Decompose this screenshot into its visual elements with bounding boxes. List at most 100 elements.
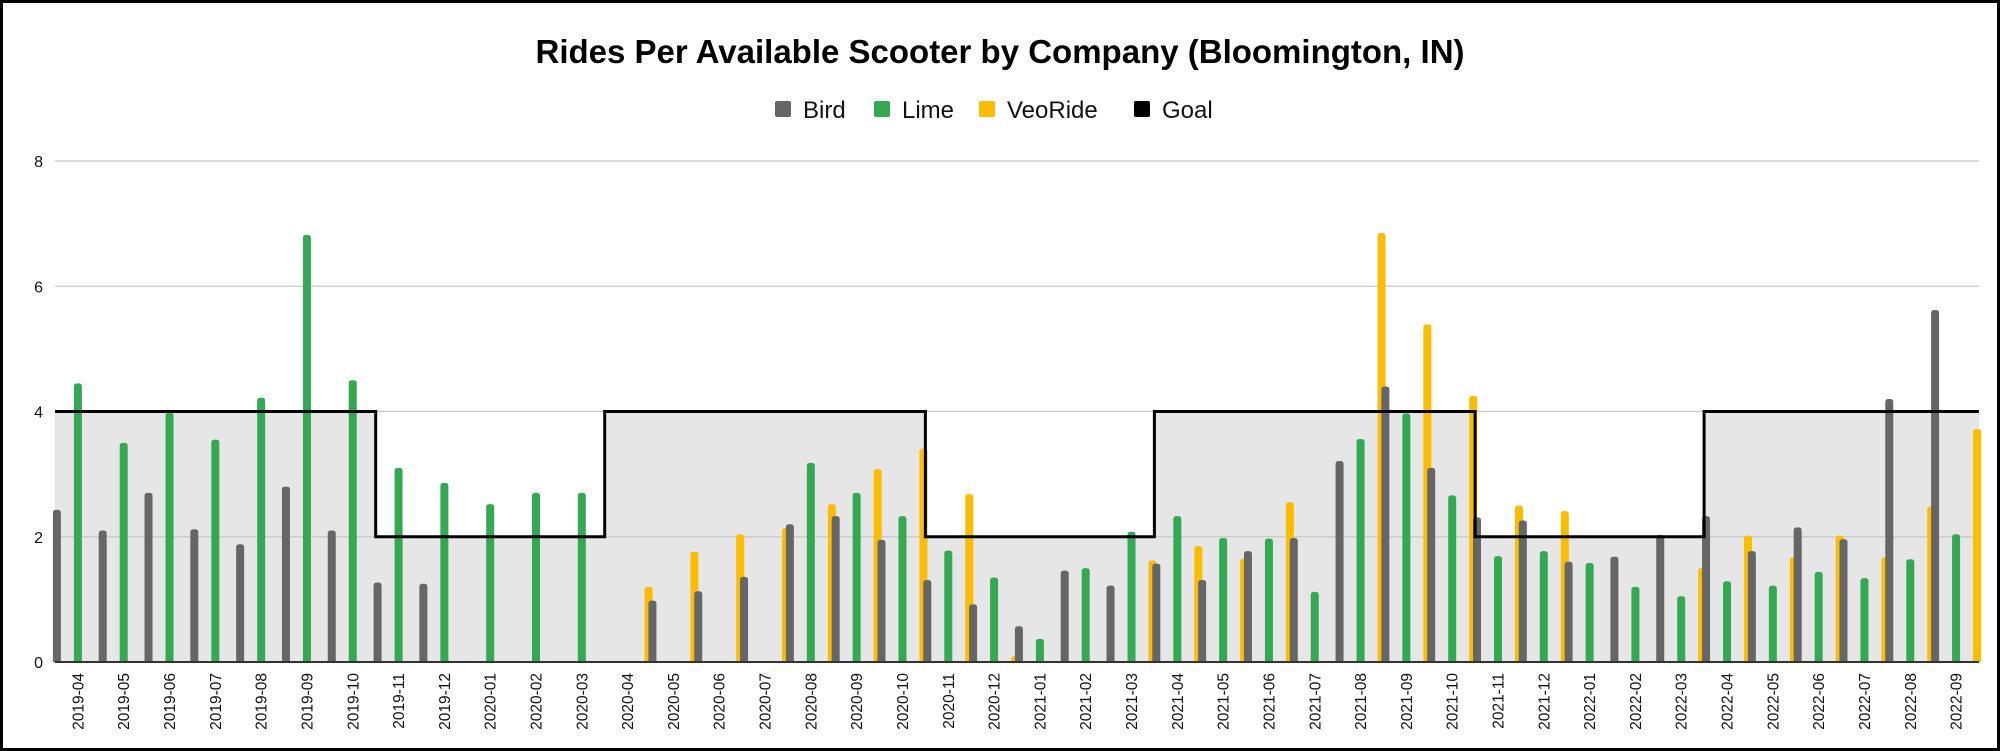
x-tick-label: 2022-08	[1903, 673, 1920, 730]
bar-lime-2020-09	[852, 492, 861, 662]
bar-lime-2021-11	[1494, 556, 1502, 662]
bar-bird-2020-12	[969, 604, 978, 662]
bar-lime-2022-09	[1952, 534, 1961, 662]
bar-lime-2020-01	[486, 504, 495, 662]
bar-bird-2021-07	[1289, 538, 1298, 662]
x-tick-label: 2021-02	[1078, 673, 1095, 730]
bar-bird-2020-10	[877, 539, 886, 662]
legend-label-veoride: VeoRide	[1007, 97, 1098, 124]
bar-bird-2019-09	[281, 486, 290, 662]
x-tick-label: 2020-09	[849, 673, 866, 730]
bar-bird-2019-08	[236, 544, 245, 662]
bar-bird-2022-01	[1564, 561, 1573, 662]
legend: Bird Lime VeoRide Goal	[775, 97, 1213, 124]
legend-swatch-veoride	[979, 101, 995, 117]
bar-chart: Rides Per Available Scooter by Company (…	[34, 33, 1982, 730]
x-tick-label: 2019-07	[208, 673, 225, 730]
bar-bird-2021-11	[1473, 517, 1481, 662]
bar-bird-2022-04	[1702, 516, 1711, 662]
x-tick-label: 2019-11	[391, 673, 408, 729]
bar-lime-2021-05	[1219, 538, 1228, 662]
bar-bird-2020-09	[831, 516, 840, 662]
goal-line-layer	[55, 410, 1979, 539]
bar-veoride-2022-09	[1973, 429, 1982, 662]
x-tick-label: 2020-04	[620, 673, 637, 730]
legend-label-goal: Goal	[1162, 97, 1213, 124]
x-tick-label: 2022-03	[1674, 673, 1691, 730]
bar-bird-2022-08	[1885, 398, 1894, 662]
y-tick-label: 2	[34, 530, 43, 547]
x-tick-label: 2019-12	[437, 673, 454, 730]
bar-bird-2019-10	[327, 530, 336, 662]
bars	[52, 233, 1982, 663]
chart-title: Rides Per Available Scooter by Company (…	[535, 33, 1464, 70]
bar-bird-2021-06	[1243, 551, 1252, 662]
bar-bird-2022-06	[1793, 527, 1802, 662]
bar-lime-2019-05	[119, 442, 128, 662]
legend-item-lime: Lime	[874, 97, 954, 124]
bar-bird-2019-04	[52, 509, 61, 662]
x-tick-label: 2021-09	[1399, 673, 1416, 730]
bar-lime-2019-12	[440, 482, 449, 662]
y-tick-label: 0	[34, 655, 43, 672]
x-tick-label: 2020-03	[574, 673, 591, 730]
y-tick-label: 4	[34, 405, 43, 422]
bar-lime-2021-12	[1539, 551, 1548, 662]
bar-lime-2019-06	[165, 412, 174, 662]
bar-lime-2021-09	[1402, 413, 1411, 662]
x-tick-label: 2021-05	[1216, 673, 1233, 730]
legend-item-veoride: VeoRide	[979, 97, 1098, 124]
bar-bird-2019-12	[419, 583, 428, 662]
bar-bird-2019-11	[373, 582, 382, 662]
x-tick-label: 2020-06	[712, 673, 729, 730]
x-tick-label: 2021-12	[1536, 673, 1553, 730]
x-tick-label: 2022-07	[1857, 673, 1874, 730]
bar-lime-2021-08	[1356, 439, 1365, 662]
bar-lime-2019-09	[302, 234, 311, 662]
y-tick-label: 6	[34, 279, 43, 296]
x-tick-label: 2022-04	[1720, 673, 1737, 730]
legend-label-bird: Bird	[803, 97, 846, 124]
bar-lime-2020-02	[532, 492, 540, 662]
legend-swatch-lime	[874, 101, 890, 117]
bar-lime-2019-10	[348, 380, 357, 662]
x-tick-label: 2019-06	[162, 673, 179, 730]
x-tick-label: 2021-10	[1445, 673, 1462, 730]
x-tick-label: 2019-08	[254, 673, 271, 730]
bar-bird-2021-04	[1152, 563, 1161, 662]
bar-lime-2021-02	[1081, 568, 1090, 662]
x-tick-label: 2019-09	[300, 673, 317, 730]
bar-bird-2020-11	[923, 579, 932, 662]
bar-bird-2020-05	[648, 600, 657, 662]
x-tick-label: 2021-07	[1307, 673, 1324, 730]
bar-lime-2022-05	[1768, 585, 1777, 662]
bar-lime-2021-04	[1173, 516, 1182, 662]
bar-bird-2019-06	[144, 492, 153, 662]
bar-bird-2022-03	[1656, 534, 1665, 662]
legend-item-bird: Bird	[775, 97, 846, 124]
bar-lime-2019-07	[211, 439, 220, 662]
bar-bird-2022-05	[1747, 551, 1756, 662]
bar-lime-2021-10	[1448, 495, 1457, 662]
bar-lime-2022-08	[1906, 559, 1915, 662]
x-tick-label: 2022-06	[1811, 673, 1828, 730]
bar-lime-2019-04	[73, 383, 82, 662]
bar-bird-2021-12	[1518, 520, 1527, 662]
x-tick-label: 2019-10	[345, 673, 362, 730]
x-tick-label: 2020-08	[803, 673, 820, 730]
bar-lime-2022-04	[1723, 581, 1732, 662]
bar-bird-2022-09	[1931, 310, 1940, 662]
x-tick-label: 2020-12	[987, 673, 1004, 730]
x-tick-label: 2020-10	[895, 673, 912, 730]
bar-lime-2020-10	[898, 516, 907, 662]
bar-lime-2022-03	[1677, 596, 1686, 662]
x-tick-label: 2020-01	[483, 673, 500, 730]
bar-bird-2022-07	[1839, 539, 1848, 662]
x-tick-label: 2022-09	[1949, 673, 1966, 730]
bar-lime-2020-03	[577, 492, 586, 662]
x-tick-label: 2021-06	[1262, 673, 1279, 730]
x-tick-label: 2020-05	[666, 673, 683, 730]
bar-lime-2020-12	[990, 577, 999, 662]
x-tick-label: 2019-05	[116, 673, 133, 730]
